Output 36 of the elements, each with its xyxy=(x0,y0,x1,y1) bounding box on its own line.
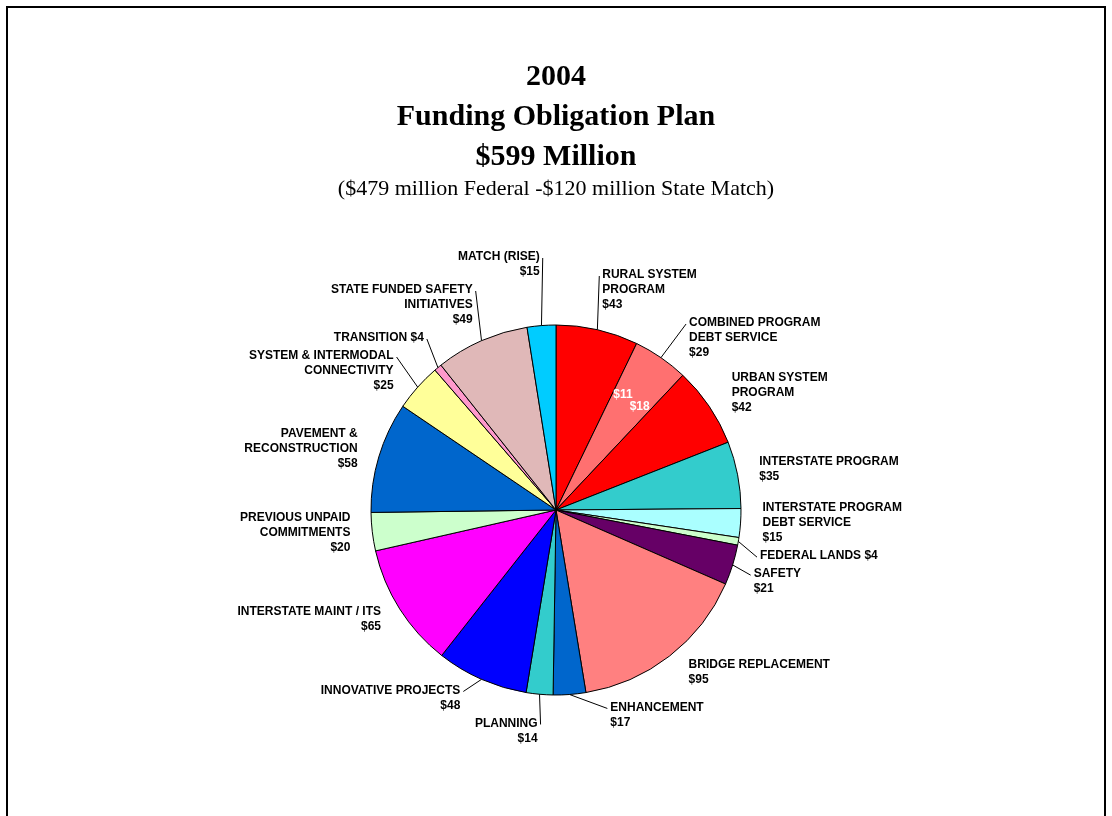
data-label: $25 xyxy=(373,378,394,393)
chart-title: 2004 Funding Obligation Plan $599 Million xyxy=(395,57,717,173)
data-label: $29 xyxy=(689,345,710,360)
data-label: $43 xyxy=(602,297,623,312)
slice-label: BRIDGE REPLACEMENT xyxy=(688,656,831,671)
data-label: $95 xyxy=(688,671,709,686)
data-label: $65 xyxy=(361,618,382,633)
slice-label: INNOVATIVE PROJECTS xyxy=(320,682,461,697)
slice-label: STATE FUNDED SAFETY INITIATIVES xyxy=(331,282,473,312)
data-label: $35 xyxy=(759,468,780,483)
data-label: $48 xyxy=(440,697,461,712)
data-label: $14 xyxy=(517,730,538,745)
slice-label: FEDERAL LANDS $4 xyxy=(760,548,879,563)
slice-label: PLANNING xyxy=(474,715,538,730)
data-label: $21 xyxy=(753,581,775,596)
slice-label: TRANSITION $4 xyxy=(333,330,425,345)
data-label: $15 xyxy=(762,530,783,545)
slice-label: INTERSTATE PROGRAM DEBT SERVICE xyxy=(762,500,903,530)
slice-label: SYSTEM & INTERMODAL CONNECTIVITY xyxy=(248,348,394,378)
slice-label: RURAL SYSTEM PROGRAM xyxy=(602,267,697,297)
slice-label: PAVEMENT & RECONSTRUCTION xyxy=(244,426,359,456)
slice-label: INTERSTATE MAINT / ITS xyxy=(237,603,382,618)
chart-subtitle: ($479 million Federal -$120 million State Match) xyxy=(336,175,776,201)
slice-label: SAFETY xyxy=(753,566,801,581)
slice-label: MATCH (RISE) xyxy=(457,249,540,264)
data-label: $20 xyxy=(330,540,351,555)
slice-label: COMBINED PROGRAM DEBT SERVICE xyxy=(689,315,821,345)
data-label: $49 xyxy=(452,312,473,327)
data-label: $42 xyxy=(731,399,752,414)
slice-label: ENHANCEMENT xyxy=(610,699,705,714)
slice-label: INTERSTATE PROGRAM xyxy=(759,453,899,468)
data-label: $15 xyxy=(519,264,541,279)
slice-label: PREVIOUS UNPAID COMMITMENTS xyxy=(239,510,351,540)
slice-label: URBAN SYSTEM PROGRAM xyxy=(731,369,828,399)
data-label: $17 xyxy=(610,714,631,729)
data-label: $58 xyxy=(337,456,359,471)
